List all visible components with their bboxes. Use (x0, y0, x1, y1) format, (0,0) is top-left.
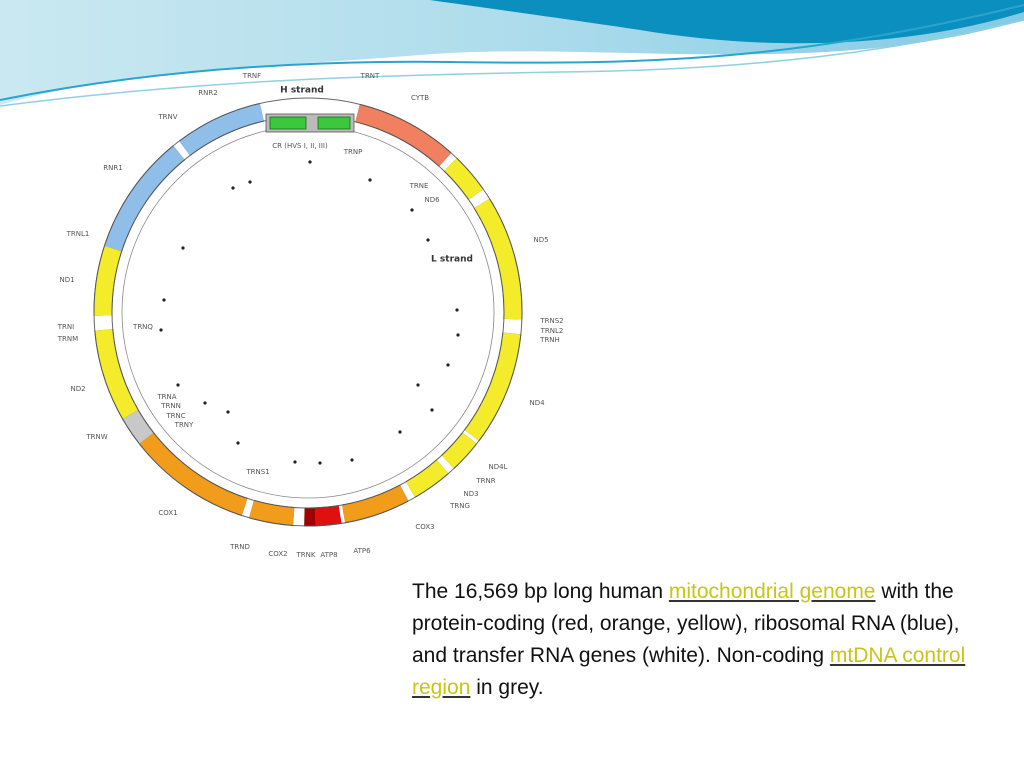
gene-label: TRNE (409, 182, 429, 190)
dot (248, 180, 252, 184)
gene-label: TRNT (360, 72, 380, 80)
gene-label: CR (HVS I, II, III) (272, 142, 328, 150)
gene-label: TRNG (449, 502, 470, 510)
gene-segment (441, 432, 477, 469)
gene-label: ND6 (424, 196, 440, 204)
gene-segment (104, 146, 185, 252)
dot (456, 333, 460, 337)
gene-segment (139, 432, 248, 516)
gene-label: COX2 (268, 550, 287, 558)
gene-label: TRNQ (132, 323, 153, 331)
dot (203, 401, 207, 405)
gene-label: TRNL1 (66, 230, 90, 238)
gene-label: TRNV (157, 113, 177, 121)
gene-label: TRNH (539, 336, 560, 344)
gene-segment (406, 460, 449, 497)
gene-label: ND1 (59, 276, 74, 284)
ring-core (121, 125, 495, 499)
gene-segment (123, 410, 154, 444)
gene-segment (314, 506, 342, 526)
gene-segment (94, 246, 122, 316)
caption-text: in grey. (470, 676, 544, 699)
gene-label: COX3 (415, 523, 434, 531)
dot (350, 458, 354, 462)
gene-label: ND5 (533, 236, 548, 244)
gene-label: TRNC (165, 412, 185, 420)
caption-text: with the protein-coding (red, orange, ye… (412, 580, 960, 667)
dot (368, 178, 372, 182)
dot (226, 410, 230, 414)
strand-label: L strand (431, 255, 473, 265)
gene-label: TRNN (160, 402, 181, 410)
link[interactable]: mtDNA control region (412, 644, 966, 699)
gene-label: TRNR (475, 477, 495, 485)
gene-label: TRND (229, 543, 250, 551)
gene-segment (341, 485, 409, 523)
gene-segment (355, 104, 451, 167)
gene-label: ATP8 (320, 551, 337, 559)
gene-label: TRNP (343, 148, 363, 156)
gene-label: TRNM (57, 335, 78, 343)
ring-inner (111, 115, 505, 509)
dot (162, 298, 166, 302)
dot (181, 246, 185, 250)
gene-label: RNR1 (103, 164, 122, 172)
gene-label: COX1 (158, 509, 177, 517)
dot (430, 408, 434, 412)
gene-label: TRNA (156, 393, 176, 401)
dot (398, 430, 402, 434)
dot (236, 441, 240, 445)
gene-label: ND4L (489, 463, 508, 471)
dot (176, 383, 180, 387)
genome-map: H strand L strand TRNF TRNT CYTB RNR2 TRNV RN… (57, 72, 564, 559)
gene-label: TRNY (174, 421, 194, 429)
caption: The 16,569 bp long human mitochondrial g… (412, 576, 982, 704)
control-box (269, 116, 307, 130)
header-waves (0, 0, 1024, 107)
gene-label: TRNF (242, 72, 261, 80)
control-box (317, 116, 351, 130)
gene-label: ND3 (463, 490, 478, 498)
dot (293, 460, 297, 464)
gene-segment (474, 198, 522, 320)
dot (308, 160, 312, 164)
gene-segment (95, 328, 138, 419)
gene-segment (464, 332, 521, 441)
gene-label: CYTB (411, 94, 429, 102)
gene-label: TRNL2 (540, 327, 564, 335)
dot (416, 383, 420, 387)
dot (159, 328, 163, 332)
gene-label: RNR2 (198, 89, 217, 97)
dot (455, 308, 459, 312)
gene-label: ND2 (70, 385, 85, 393)
gene-label: TRNK (296, 551, 316, 559)
gene-label: ATP6 (353, 547, 371, 555)
gene-segment (444, 158, 483, 200)
dot (426, 238, 430, 242)
dot (231, 186, 235, 190)
strand-label: H strand (280, 86, 324, 96)
gene-label: TRNS1 (245, 468, 269, 476)
dot (410, 208, 414, 212)
caption-text: The 16,569 bp long human (412, 580, 669, 603)
gene-label: TRNI (57, 323, 74, 331)
dot (446, 363, 450, 367)
gene-label: TRNW (85, 433, 107, 441)
gene-segment (179, 103, 264, 156)
gene-label: TRNS2 (539, 317, 563, 325)
link[interactable]: mitochondrial genome (668, 580, 876, 603)
gene-segment (249, 500, 295, 525)
dot (318, 461, 322, 465)
gene-label: ND4 (529, 399, 545, 407)
